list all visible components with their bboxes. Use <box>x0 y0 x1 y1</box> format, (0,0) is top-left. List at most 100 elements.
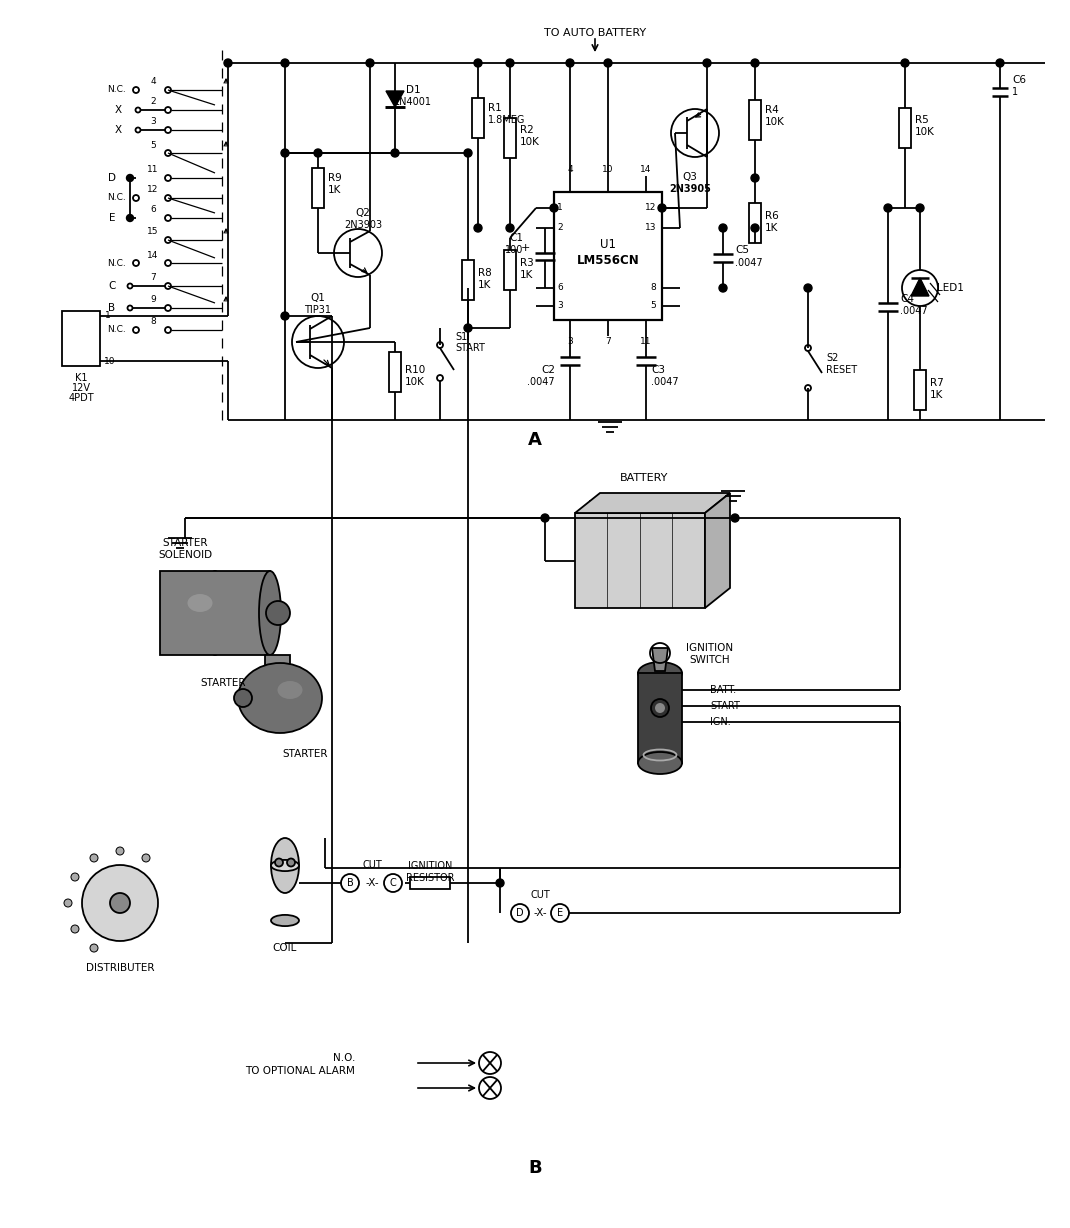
Text: 11: 11 <box>640 338 652 346</box>
Text: 8: 8 <box>651 284 656 292</box>
Circle shape <box>234 689 253 707</box>
Text: 12V: 12V <box>72 383 91 393</box>
Text: 5: 5 <box>150 140 156 150</box>
Text: +: + <box>520 243 530 253</box>
Text: 1: 1 <box>1012 87 1019 97</box>
Text: C3: C3 <box>651 365 664 375</box>
Circle shape <box>266 600 290 625</box>
Text: BATTERY: BATTERY <box>620 473 669 483</box>
Ellipse shape <box>204 571 226 655</box>
Circle shape <box>719 223 727 232</box>
Text: 10K: 10K <box>765 117 785 126</box>
Circle shape <box>703 59 710 68</box>
Text: 1K: 1K <box>478 280 491 290</box>
Bar <box>575 513 705 608</box>
Bar <box>630 501 648 513</box>
Polygon shape <box>705 492 730 608</box>
Bar <box>472 98 484 138</box>
Text: X: X <box>114 125 122 135</box>
Circle shape <box>287 858 295 867</box>
Bar <box>160 571 270 655</box>
Text: A: A <box>529 431 541 449</box>
Circle shape <box>506 59 514 68</box>
Text: 11: 11 <box>148 166 158 174</box>
Circle shape <box>496 879 504 887</box>
Text: R5: R5 <box>915 115 929 125</box>
Circle shape <box>655 702 664 713</box>
Text: Q2: Q2 <box>355 208 370 219</box>
Text: START: START <box>710 701 739 711</box>
Text: 1.8MEG: 1.8MEG <box>488 115 525 125</box>
Text: 1: 1 <box>105 312 111 321</box>
Text: 7: 7 <box>150 274 156 282</box>
Text: 13: 13 <box>644 223 656 232</box>
Text: .0047: .0047 <box>651 377 678 387</box>
Circle shape <box>651 699 669 717</box>
Circle shape <box>126 215 134 221</box>
Bar <box>410 877 450 889</box>
Text: 1K: 1K <box>930 391 944 400</box>
Circle shape <box>916 204 924 212</box>
Text: CUT: CUT <box>362 860 382 869</box>
Text: 4: 4 <box>150 77 156 86</box>
Text: D1: D1 <box>406 85 421 95</box>
Ellipse shape <box>187 594 213 612</box>
Bar <box>899 108 911 149</box>
Text: E: E <box>109 212 116 223</box>
Text: C: C <box>389 878 396 888</box>
Text: 10K: 10K <box>406 377 425 387</box>
Polygon shape <box>911 278 929 296</box>
Circle shape <box>281 312 289 321</box>
Circle shape <box>731 515 739 522</box>
Circle shape <box>71 925 79 933</box>
Text: LED1: LED1 <box>936 282 963 293</box>
Text: 12: 12 <box>644 204 656 212</box>
Circle shape <box>281 59 289 68</box>
Text: 4: 4 <box>567 166 572 174</box>
Text: C2: C2 <box>541 365 555 375</box>
Text: COIL: COIL <box>273 943 297 953</box>
Text: C1: C1 <box>509 233 523 243</box>
Bar <box>554 192 662 321</box>
Text: 15: 15 <box>148 227 158 237</box>
Bar <box>749 99 761 140</box>
Circle shape <box>474 59 482 68</box>
Circle shape <box>142 853 150 862</box>
Text: Q1: Q1 <box>310 293 325 303</box>
Text: R9: R9 <box>328 173 341 183</box>
Text: START: START <box>455 343 485 352</box>
Bar <box>504 251 516 290</box>
Circle shape <box>474 223 482 232</box>
Bar <box>265 655 290 670</box>
Circle shape <box>464 324 472 332</box>
Text: SWITCH: SWITCH <box>690 655 731 666</box>
Text: C: C <box>108 281 116 291</box>
Text: IGN.: IGN. <box>710 717 731 727</box>
Text: S2: S2 <box>826 352 839 363</box>
Bar <box>504 118 516 158</box>
Circle shape <box>224 59 232 68</box>
Circle shape <box>566 59 574 68</box>
Text: 10K: 10K <box>915 126 935 138</box>
Text: R1: R1 <box>488 103 502 113</box>
Text: D: D <box>108 173 116 183</box>
Text: E: E <box>557 907 563 919</box>
Text: 8: 8 <box>150 318 156 327</box>
Circle shape <box>751 223 759 232</box>
Text: IGNITION: IGNITION <box>408 861 453 871</box>
Text: CUT: CUT <box>530 890 550 900</box>
Text: B: B <box>108 303 116 313</box>
Text: 4PDT: 4PDT <box>68 393 94 403</box>
Circle shape <box>64 899 72 907</box>
Text: U1: U1 <box>600 237 616 251</box>
Text: R8: R8 <box>478 268 492 278</box>
Polygon shape <box>575 492 730 513</box>
Circle shape <box>110 893 129 912</box>
Bar <box>312 168 324 208</box>
Text: 3: 3 <box>150 118 156 126</box>
Circle shape <box>71 873 79 880</box>
Text: STARTER: STARTER <box>163 538 208 548</box>
Circle shape <box>751 174 759 182</box>
Text: 1N4001: 1N4001 <box>394 97 432 107</box>
Text: 12: 12 <box>148 185 158 194</box>
